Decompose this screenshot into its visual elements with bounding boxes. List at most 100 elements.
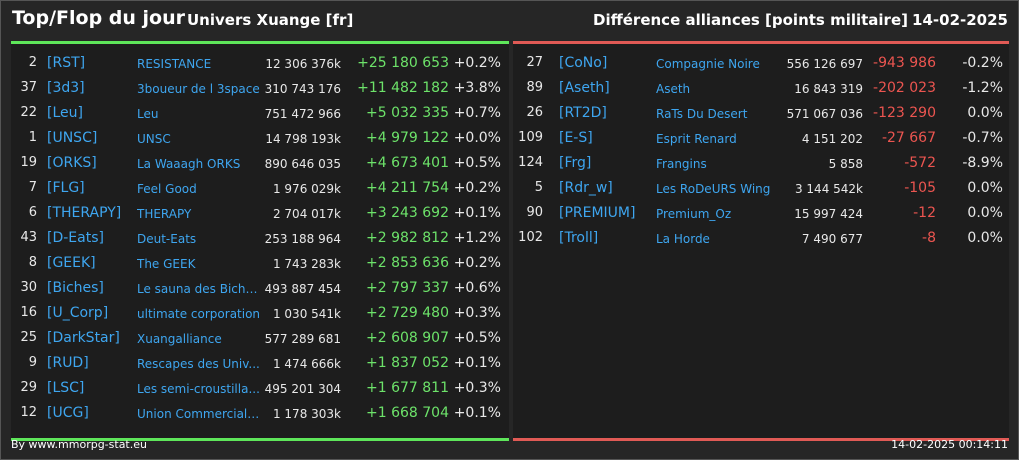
alliance-tag-link[interactable]: [LSC]	[47, 380, 85, 396]
points-difference: +1 668 704	[366, 405, 449, 421]
alliance-points: 577 289 681	[264, 332, 341, 346]
points-difference: +2 729 480	[366, 305, 449, 321]
alliance-name-link[interactable]: RaTs Du Desert	[656, 107, 748, 121]
alliance-tag-link[interactable]: [Troll]	[559, 230, 599, 246]
alliance-name-link[interactable]: Union Commerciale...	[137, 407, 261, 421]
points-difference: -943 986	[873, 55, 936, 71]
alliance-rank: 25	[20, 330, 37, 345]
percent-change: 0.0%	[967, 105, 1003, 121]
alliance-name-link[interactable]: RESISTANCE	[137, 57, 212, 71]
alliance-rank: 2	[28, 55, 37, 70]
percent-change: +0.2%	[453, 255, 501, 271]
alliance-tag-link[interactable]: [E-S]	[559, 130, 593, 146]
alliance-name-link[interactable]: Esprit Renard	[656, 132, 737, 146]
alliance-name-link[interactable]: La Horde	[656, 232, 710, 246]
alliance-row: 7 [FLG] Feel Good 1 976 029k +4 211 754 +0.2%	[11, 176, 509, 201]
alliance-tag-link[interactable]: [DarkStar]	[47, 330, 120, 346]
alliance-name-link[interactable]: Les RoDeURS Wing	[656, 182, 771, 196]
alliance-rank: 19	[20, 155, 37, 170]
alliance-row: 6 [THERAPY] THERAPY 2 704 017k +3 243 692 +0.…	[11, 201, 509, 226]
alliance-tag-link[interactable]: [Leu]	[47, 105, 83, 121]
alliance-row: 25 [DarkStar] Xuangalliance 577 289 681 +2 6…	[11, 326, 509, 351]
alliance-rank: 37	[20, 80, 37, 95]
alliance-points: 1 976 029k	[272, 182, 341, 196]
alliance-tag-link[interactable]: [THERAPY]	[47, 205, 122, 221]
alliance-rank: 109	[518, 130, 543, 145]
alliance-name-link[interactable]: Deut-Eats	[137, 232, 197, 246]
alliance-row: 2 [RST] RESISTANCE 12 306 376k +25 180 653 +0…	[11, 51, 509, 76]
alliance-tag-link[interactable]: [GEEK]	[47, 255, 96, 271]
alliance-tag-link[interactable]: [Frg]	[559, 155, 592, 171]
alliance-name-link[interactable]: UNSC	[137, 132, 171, 146]
alliance-row: 102 [Troll] La Horde 7 490 677 -8 0.0%	[513, 226, 1009, 251]
alliance-points: 1 743 283k	[272, 257, 341, 271]
site-credit[interactable]: By www.mmorpg-stat.eu	[11, 438, 147, 451]
alliance-name-link[interactable]: 3boueur de l 3space	[137, 82, 260, 96]
alliance-name-link[interactable]: ultimate corporation	[137, 307, 261, 321]
alliance-rank: 6	[28, 205, 37, 220]
percent-change: 0.0%	[967, 230, 1003, 246]
alliance-tag-link[interactable]: [UNSC]	[47, 130, 98, 146]
alliance-row: 12 [UCG] Union Commerciale... 1 178 303k +1 …	[11, 401, 509, 426]
alliance-rank: 12	[20, 405, 37, 420]
alliance-points: 3 144 542k	[794, 182, 863, 196]
alliance-name-link[interactable]: Premium_Oz	[656, 207, 732, 221]
alliance-points: 1 030 541k	[272, 307, 341, 321]
percent-change: +0.1%	[453, 205, 501, 221]
percent-change: 0.0%	[967, 205, 1003, 221]
alliance-name-link[interactable]: THERAPY	[137, 207, 192, 221]
alliance-row: 5 [Rdr_w] Les RoDeURS Wing 3 144 542k -105 0.…	[513, 176, 1009, 201]
percent-change: +0.5%	[453, 330, 501, 346]
percent-change: +0.3%	[453, 380, 501, 396]
points-difference: +4 673 401	[366, 155, 449, 171]
alliance-tag-link[interactable]: [Biches]	[47, 280, 104, 296]
alliance-row: 37 [3d3] 3boueur de l 3space 310 743 176 +11…	[11, 76, 509, 101]
alliance-tag-link[interactable]: [Aseth]	[559, 80, 610, 96]
alliance-name-link[interactable]: Frangins	[656, 157, 707, 171]
percent-change: +1.2%	[453, 230, 501, 246]
alliance-row: 19 [ORKS] La Waaagh ORKS 890 646 035 +4 673 …	[11, 151, 509, 176]
alliance-name-link[interactable]: Les semi-croustilla...	[137, 382, 260, 396]
top-panel: 2 [RST] RESISTANCE 12 306 376k +25 180 653 +0…	[11, 41, 509, 441]
alliance-name-link[interactable]: Feel Good	[137, 182, 197, 196]
alliance-tag-link[interactable]: [D-Eats]	[47, 230, 104, 246]
header-date: 14-02-2025	[912, 11, 1008, 29]
alliance-name-link[interactable]: Le sauna des Biche...	[137, 282, 261, 296]
alliance-name-link[interactable]: Leu	[137, 107, 159, 121]
alliance-tag-link[interactable]: [Rdr_w]	[559, 180, 613, 196]
alliance-tag-link[interactable]: [RST]	[47, 55, 86, 71]
alliance-name-link[interactable]: Xuangalliance	[137, 332, 222, 346]
percent-change: +0.2%	[453, 180, 501, 196]
alliance-name-link[interactable]: La Waaagh ORKS	[137, 157, 241, 171]
alliance-tag-link[interactable]: [RUD]	[47, 355, 89, 371]
page-title: Top/Flop du jour	[12, 7, 185, 29]
alliance-tag-link[interactable]: [U_Corp]	[47, 305, 109, 321]
alliance-tag-link[interactable]: [RT2D]	[559, 105, 607, 121]
points-difference: +25 180 653	[357, 55, 449, 71]
alliance-rank: 90	[526, 205, 543, 220]
alliance-points: 253 188 964	[264, 232, 341, 246]
alliance-name-link[interactable]: The GEEK	[137, 257, 196, 271]
alliance-row: 43 [D-Eats] Deut-Eats 253 188 964 +2 982 812…	[11, 226, 509, 251]
alliance-tag-link[interactable]: [ORKS]	[47, 155, 97, 171]
alliance-points: 1 178 303k	[272, 407, 341, 421]
points-difference: -202 023	[873, 80, 936, 96]
points-difference: +4 979 122	[366, 130, 449, 146]
alliance-tag-link[interactable]: [UCG]	[47, 405, 89, 421]
alliance-points: 493 887 454	[264, 282, 341, 296]
percent-change: +0.0%	[453, 130, 501, 146]
points-difference: +2 982 812	[366, 230, 449, 246]
percent-change: +0.7%	[453, 105, 501, 121]
alliance-points: 2 704 017k	[272, 207, 341, 221]
alliance-tag-link[interactable]: [3d3]	[47, 80, 85, 96]
alliance-points: 7 490 677	[801, 232, 863, 246]
points-difference: +2 853 636	[366, 255, 449, 271]
alliance-name-link[interactable]: Aseth	[656, 82, 691, 96]
alliance-tag-link[interactable]: [PREMIUM]	[559, 205, 636, 221]
alliance-name-link[interactable]: Rescapes des Univ...	[137, 357, 260, 371]
alliance-name-link[interactable]: Compagnie Noire	[656, 57, 760, 71]
alliance-rank: 124	[518, 155, 543, 170]
alliance-tag-link[interactable]: [CoNo]	[559, 55, 608, 71]
alliance-row: 29 [LSC] Les semi-croustilla... 495 201 304…	[11, 376, 509, 401]
alliance-tag-link[interactable]: [FLG]	[47, 180, 85, 196]
